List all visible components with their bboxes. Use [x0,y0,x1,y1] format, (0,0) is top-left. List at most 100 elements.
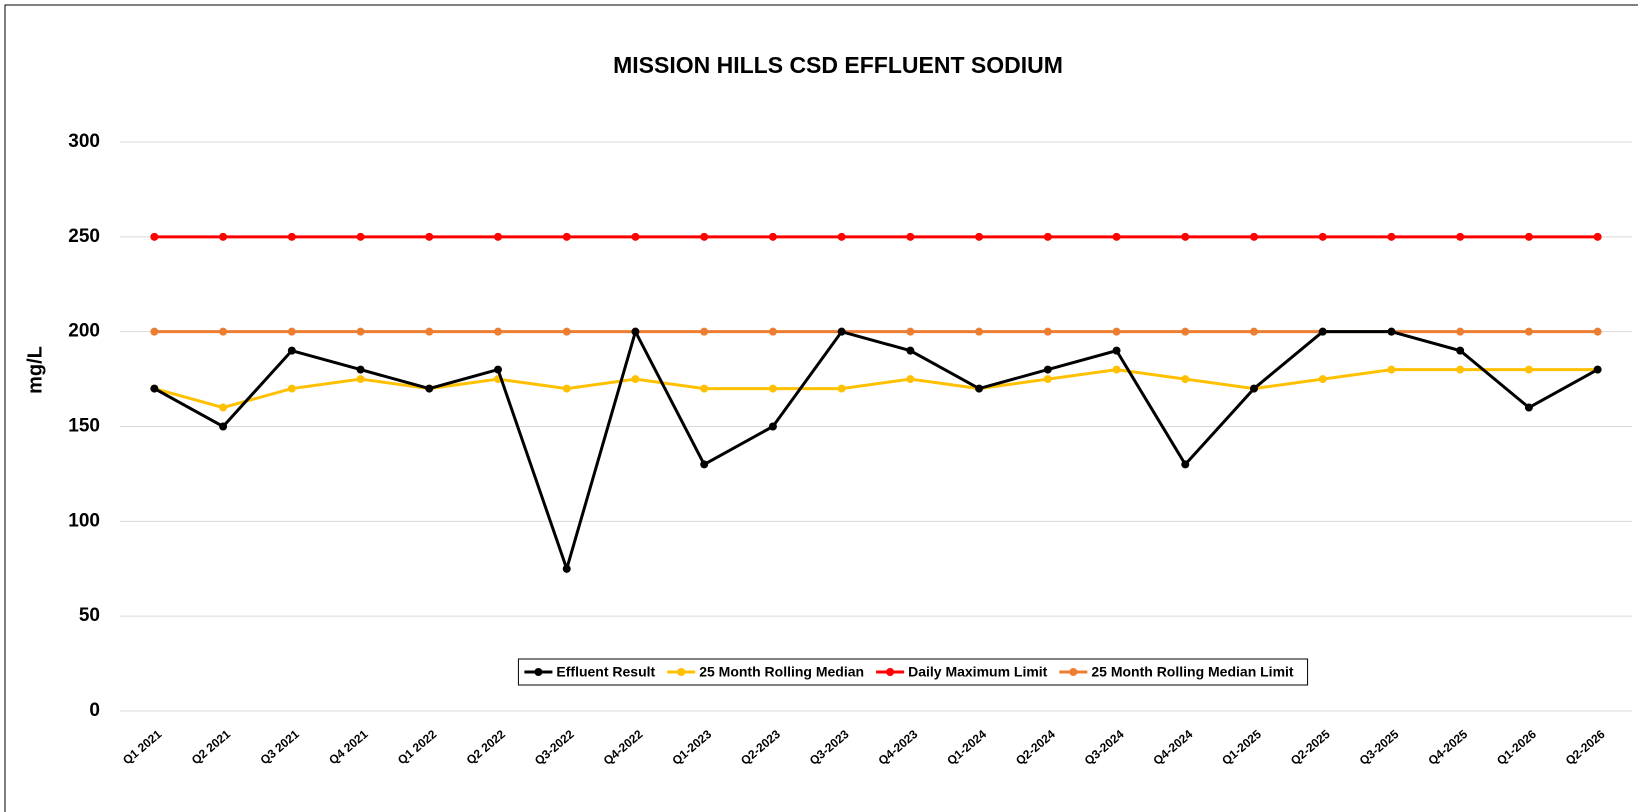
data-point [219,422,228,431]
y-tick-label: 150 [68,416,100,437]
x-tick-label: Q4-2024 [1150,727,1195,768]
data-point [700,384,709,393]
x-tick-label: Q1-2024 [944,727,989,768]
x-tick-label: Q3-2023 [807,727,852,768]
data-point [1318,375,1327,384]
data-point [219,327,228,336]
data-point [631,327,640,336]
legend-marker [534,668,543,676]
data-point [700,460,709,469]
data-point [150,327,159,336]
data-point [287,384,296,393]
legend: Effluent Result 25 Month Rolling Median Da… [517,658,1309,686]
data-point [1318,327,1327,336]
data-point [1318,232,1327,241]
y-tick-label: 300 [68,131,100,152]
legend-marker [886,668,895,676]
data-point [1043,232,1052,241]
x-tick-label: Q4-2025 [1425,727,1470,768]
data-point [1250,232,1258,241]
data-point [562,384,571,393]
data-point [425,327,434,336]
data-point [1387,365,1396,374]
data-point [700,327,709,336]
y-tick-label: 0 [89,700,100,721]
data-point [1181,375,1190,384]
x-tick-label: Q3 2021 [258,727,303,768]
chart-title: MISSION HILLS CSD EFFLUENT SODIUM [613,52,1063,78]
x-tick-label: Q1 2021 [120,727,165,768]
legend-label: 25 Month Rolling Median Limit [1091,664,1294,680]
x-tick-label: Q2-2024 [1013,727,1058,768]
data-point [1456,365,1465,374]
data-point [1250,327,1258,336]
y-tick-label: 200 [68,321,100,342]
series-line [153,368,1598,410]
data-point [1043,375,1052,384]
x-tick-label: Q3-2025 [1357,727,1402,768]
data-point [975,327,984,336]
data-point [631,232,640,241]
data-point [150,232,159,241]
data-point [768,232,777,241]
x-tick-label: Q3-2022 [532,727,577,768]
data-point [1524,327,1533,336]
data-point [1593,327,1602,336]
data-point [494,365,502,374]
data-point [1593,232,1602,241]
data-point [768,422,777,431]
data-point [1456,232,1465,241]
data-point [494,327,502,336]
legend-label: 25 Month Rolling Median [699,664,864,680]
x-tick-label: Q1-2025 [1219,727,1264,768]
legend-marker [677,668,686,676]
data-point [837,384,846,393]
data-point [356,375,365,384]
data-point [1043,365,1052,374]
data-point [562,327,571,336]
data-point [562,232,571,241]
x-tick-label: Q2 2021 [189,727,234,768]
series-line [153,327,1599,574]
data-point [356,365,365,374]
data-point [906,375,915,384]
data-point [906,232,915,241]
data-point [494,232,502,241]
x-tick-label: Q4-2022 [601,727,646,768]
data-point [1524,232,1533,241]
x-tick-label: Q4-2023 [876,727,921,768]
data-point [1524,365,1533,374]
y-tick-label: 50 [79,605,100,626]
data-point [562,564,571,573]
data-point [768,384,777,393]
legend-label: Effluent Result [556,664,655,680]
data-point [1112,365,1121,374]
data-point [906,327,915,336]
data-point [1112,327,1121,336]
x-tick-label: Q1-2023 [669,727,714,768]
data-point [287,346,296,355]
x-tick-label: Q2-2023 [738,727,783,768]
data-point [1181,460,1190,469]
data-point [219,232,228,241]
legend-label: Daily Maximum Limit [908,664,1048,680]
data-point [837,327,846,336]
data-point [287,232,296,241]
data-point [1387,327,1396,336]
data-point [356,327,365,336]
data-point [837,232,846,241]
data-point [219,403,228,412]
chart-border [4,4,1638,812]
data-point [1181,327,1190,336]
y-tick-label: 250 [68,226,100,247]
data-point [631,375,640,384]
y-axis-label: mg/L [24,346,46,394]
data-point [700,232,709,241]
legend-marker [1069,668,1078,676]
data-point [425,384,434,393]
data-point [768,327,777,336]
data-point [975,232,984,241]
x-tick-label: Q1-2026 [1494,727,1539,768]
x-tick-label: Q2-2025 [1288,727,1333,768]
